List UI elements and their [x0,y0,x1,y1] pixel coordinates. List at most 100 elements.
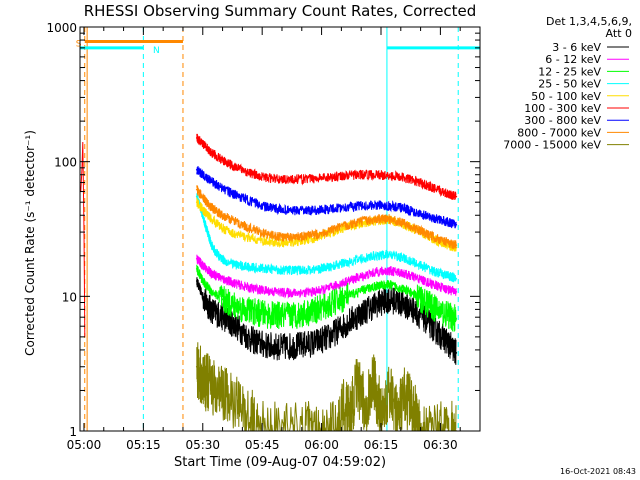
series-12-25-kev-point [312,309,315,312]
series-100-300-kev-trace [196,133,457,201]
series-50-100-kev-point [265,240,268,243]
series-25-50-kev-point [237,264,240,267]
series-300-800-kev-point [447,221,450,224]
series-50-100-kev-point [201,208,204,211]
legend-label: 100 - 300 keV [524,102,601,115]
series-800-7000-kev-point [296,236,299,239]
series-100-300-kev-point [233,165,236,168]
series-7000-15000-kev-point [372,378,374,381]
series-7000-15000-kev-point [199,374,202,377]
series-25-50-kev [195,193,458,283]
series-100-300-kev-point [435,188,438,191]
series-3-6-kev-point [201,295,204,298]
series-100-300-kev-point [455,195,458,198]
series-7000-15000-kev-point [411,406,414,409]
series-300-800-kev-point [328,208,331,210]
series-25-50-kev-point [249,266,252,268]
flag-label-1: N [153,46,160,56]
legend-label: 800 - 7000 keV [517,126,601,139]
series-6-12-kev-point [312,290,315,293]
series-7000-15000-kev-trace [196,342,457,431]
x-tick-label: 05:45 [245,438,280,452]
footer-timestamp: 16-Oct-2021 08:43 [560,467,636,476]
x-tick-label: 06:00 [304,438,339,452]
series-100-300-kev-point [296,178,299,181]
series-800-7000-kev-point [233,220,236,223]
series-12-25-kev-point [411,292,414,295]
series-100-300-kev-point [281,178,283,181]
series-300-800-kev [195,165,458,229]
series-100-300-kev-point [265,176,268,179]
series-7000-15000-kev-point [380,410,382,413]
series-300-800-kev-point [360,204,363,207]
series-25-50-kev-point [455,277,458,280]
series-12-25-kev-point [360,289,363,292]
legend-label: 300 - 800 keV [524,114,601,127]
series-300-800-kev-point [312,209,315,212]
series-6-12-kev-point [435,284,438,287]
series-6-12-kev-point [201,264,204,267]
plot-frame [79,26,481,432]
series-3-6-kev-point [399,301,402,304]
series-3-6-kev-point [209,308,212,311]
series-800-7000-kev-point [265,233,268,235]
series-7000-15000-kev-point [205,381,208,384]
series-25-50-kev-point [423,266,426,268]
series-50-100-kev-point [296,240,299,243]
series-800-7000-kev [195,185,458,250]
series-50-100-kev-point [209,217,212,220]
series-25-50-kev-point [312,268,315,271]
series-100-300-kev-point [344,174,347,177]
series-6-12-kev [195,254,458,299]
series-3-6-kev-point [435,330,438,333]
chart-title: RHESSI Observing Summary Count Rates, Co… [84,2,477,20]
series-3-6-kev-point [411,308,414,311]
series-12-25-kev-point [328,304,331,307]
series-25-50-kev-point [328,266,331,268]
series-3-6-kev-point [344,323,347,326]
series-100-300-kev-point [195,137,198,139]
series-7000-15000-kev-point [257,424,260,427]
series-100-300-kev-point [376,173,378,176]
series-12-25-kev-point [447,314,450,317]
series-25-50-kev-point [360,257,363,260]
series-3-6-kev-point [221,316,224,319]
series-3-6-kev-point [195,280,198,282]
series-25-50-kev-point [217,254,220,257]
series-3-6-kev-point [265,344,268,347]
series-300-800-kev-point [221,187,224,190]
y-tick-label: 1000 [46,21,77,35]
series-12-25-kev-point [435,308,438,311]
flag-label-0: S [76,40,82,50]
series-6-12-kev-point [455,290,458,293]
series-6-12-kev-point [265,289,268,292]
series-800-7000-kev-point [376,218,378,220]
series-100-300-kev [195,133,458,201]
legend-header-line: Det 1,3,4,5,6,9, [546,15,632,28]
series-100-300-kev-point [249,172,252,175]
series-100-300-kev-point [312,177,315,180]
series-800-7000-kev-point [455,244,458,247]
series-6-12-kev-point [221,277,224,280]
series-12-25-kev-trace [196,264,457,332]
legend-label: 12 - 25 keV [538,65,601,78]
series-12-25-kev-point [233,304,236,307]
series-12-25-kev-point [281,314,283,317]
x-tick-label: 06:30 [423,438,458,452]
x-tick-label: 05:30 [185,438,220,452]
series-300-800-kev-point [344,206,347,208]
series-25-50-kev-point [399,256,402,259]
series-300-800-kev-point [435,218,438,220]
series-800-7000-kev-point [423,232,426,234]
series-25-50-kev-point [211,246,214,249]
series-6-12-kev-point [411,275,414,278]
series-25-50-kev-point [225,261,228,263]
series-800-7000-kev-point [201,196,204,199]
series-800-7000-kev-point [435,237,438,240]
series-12-25-kev-point [296,313,299,316]
series-3-6-kev-point [296,344,299,347]
y-axis-label: Corrected Count Rate (s⁻¹ detector⁻¹) [23,130,37,356]
x-tick-label: 05:00 [67,438,102,452]
